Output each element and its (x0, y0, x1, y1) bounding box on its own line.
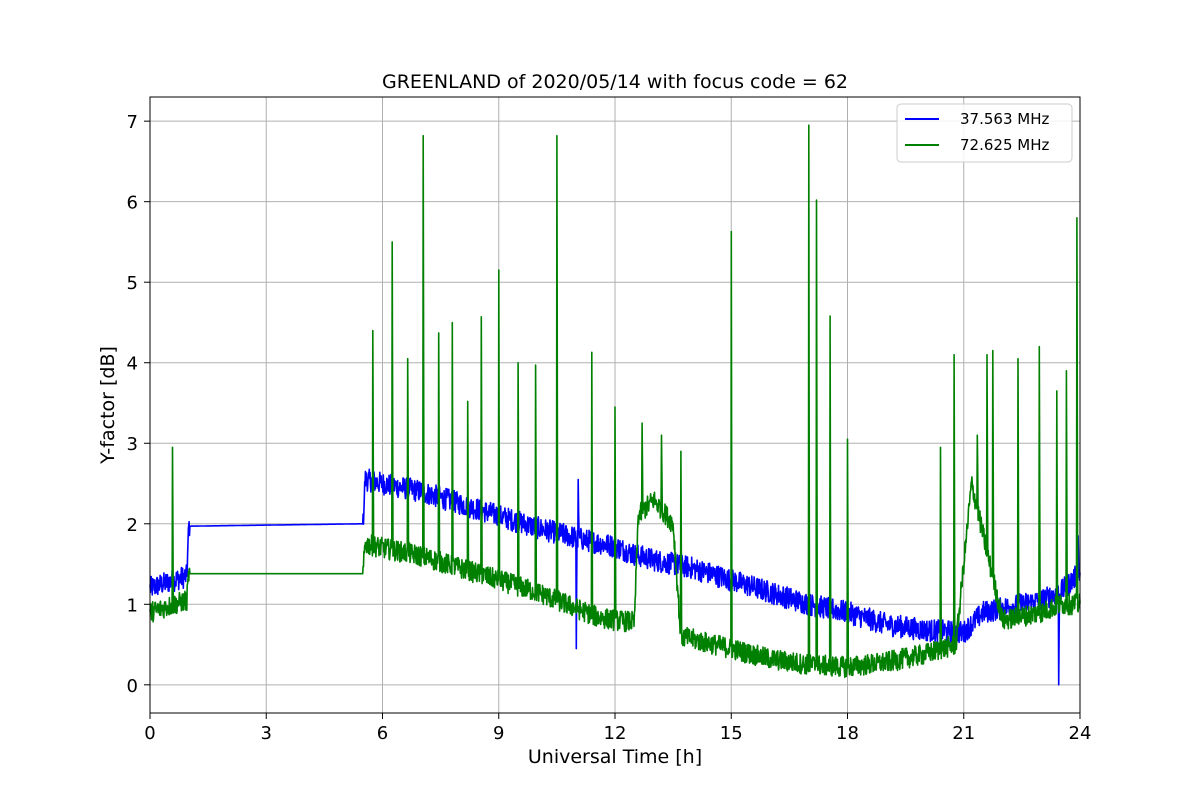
x-tick-label: 24 (1069, 723, 1092, 744)
y-tick-label: 5 (127, 273, 138, 294)
series-line-1 (149, 124, 1081, 679)
y-axis-label: Y-factor [dB] (97, 346, 119, 465)
y-axis: 0 1 2 3 4 5 6 7 (127, 112, 150, 697)
plot-lines (149, 124, 1081, 686)
y-tick-label: 0 (127, 676, 138, 697)
x-tick-label: 12 (604, 723, 627, 744)
x-tick-label: 18 (836, 723, 859, 744)
x-tick-label: 9 (493, 723, 504, 744)
y-tick-label: 7 (127, 112, 138, 133)
legend: 37.563 MHz 72.625 MHz (896, 103, 1073, 163)
chart-title: GREENLAND of 2020/05/14 with focus code … (382, 71, 848, 93)
y-tick-label: 4 (127, 354, 138, 375)
x-tick-label: 15 (720, 723, 743, 744)
y-tick-label: 6 (127, 193, 138, 214)
y-tick-label: 3 (127, 434, 138, 455)
x-tick-label: 6 (377, 723, 388, 744)
x-axis: 0 3 6 9 12 15 18 21 24 (144, 713, 1091, 744)
y-tick-label: 2 (127, 515, 138, 536)
legend-label-72mhz: 72.625 MHz (960, 136, 1049, 154)
legend-label-37mhz: 37.563 MHz (960, 110, 1049, 128)
x-tick-label: 21 (952, 723, 975, 744)
x-tick-label: 3 (261, 723, 272, 744)
x-tick-label: 0 (144, 723, 155, 744)
y-tick-label: 1 (127, 595, 138, 616)
legend-box (896, 103, 1073, 163)
x-axis-label: Universal Time [h] (528, 746, 702, 768)
